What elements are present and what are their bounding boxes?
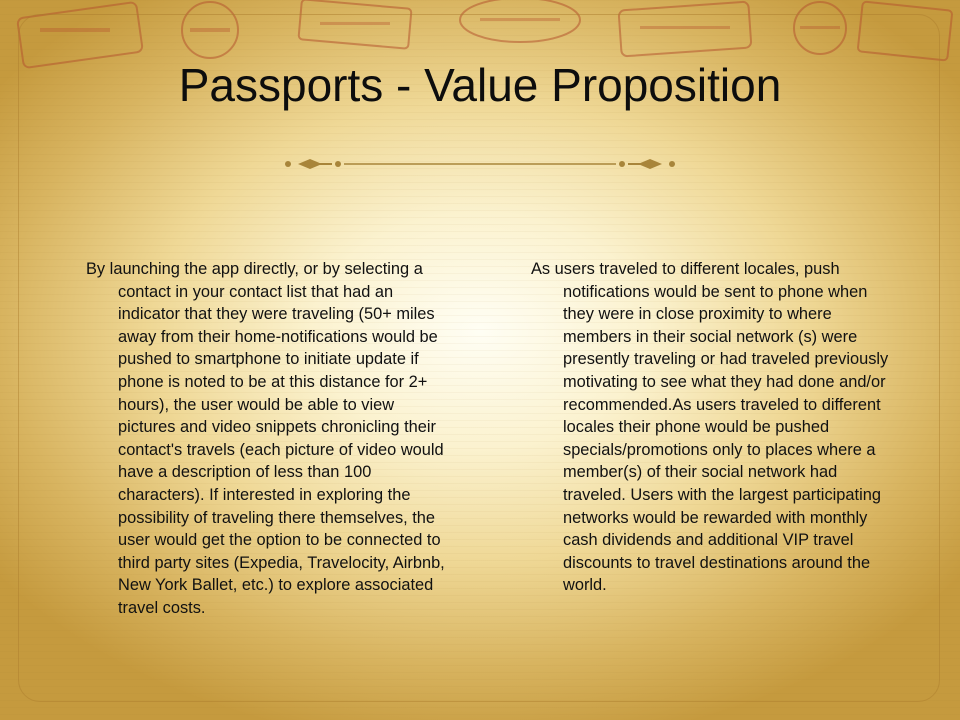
ornamental-divider: [285, 159, 675, 169]
passport-stamps-decoration: [16, 0, 953, 69]
right-body-text: As users traveled to different locales, …: [531, 260, 889, 595]
left-body-text: By launching the app directly, or by sel…: [86, 260, 445, 617]
slide-title: Passports - Value Proposition: [178, 59, 782, 111]
